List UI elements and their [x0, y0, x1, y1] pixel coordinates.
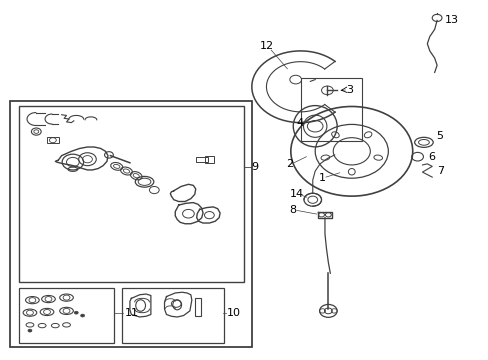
Bar	[19, 107, 243, 282]
Text: 9: 9	[251, 162, 258, 172]
Bar	[19, 288, 114, 343]
Circle shape	[74, 311, 78, 314]
Bar	[122, 288, 224, 343]
Text: 7: 7	[437, 166, 444, 176]
Bar	[195, 157, 207, 162]
Circle shape	[81, 314, 84, 317]
Text: 2: 2	[285, 159, 293, 169]
Text: 14: 14	[289, 189, 303, 199]
Bar	[194, 298, 200, 316]
Text: 12: 12	[259, 41, 273, 50]
Text: 8: 8	[289, 206, 296, 216]
Bar	[10, 101, 251, 347]
Bar	[300, 78, 361, 140]
Text: 1: 1	[318, 173, 325, 183]
Text: 13: 13	[444, 15, 458, 26]
Bar	[47, 137, 59, 143]
Text: 6: 6	[427, 152, 434, 162]
Bar	[205, 156, 214, 163]
Text: 10: 10	[226, 309, 241, 318]
Text: 11: 11	[125, 309, 139, 318]
Circle shape	[28, 329, 32, 332]
Text: 5: 5	[435, 131, 442, 141]
Text: 3: 3	[346, 85, 353, 95]
Text: 4: 4	[295, 118, 303, 128]
